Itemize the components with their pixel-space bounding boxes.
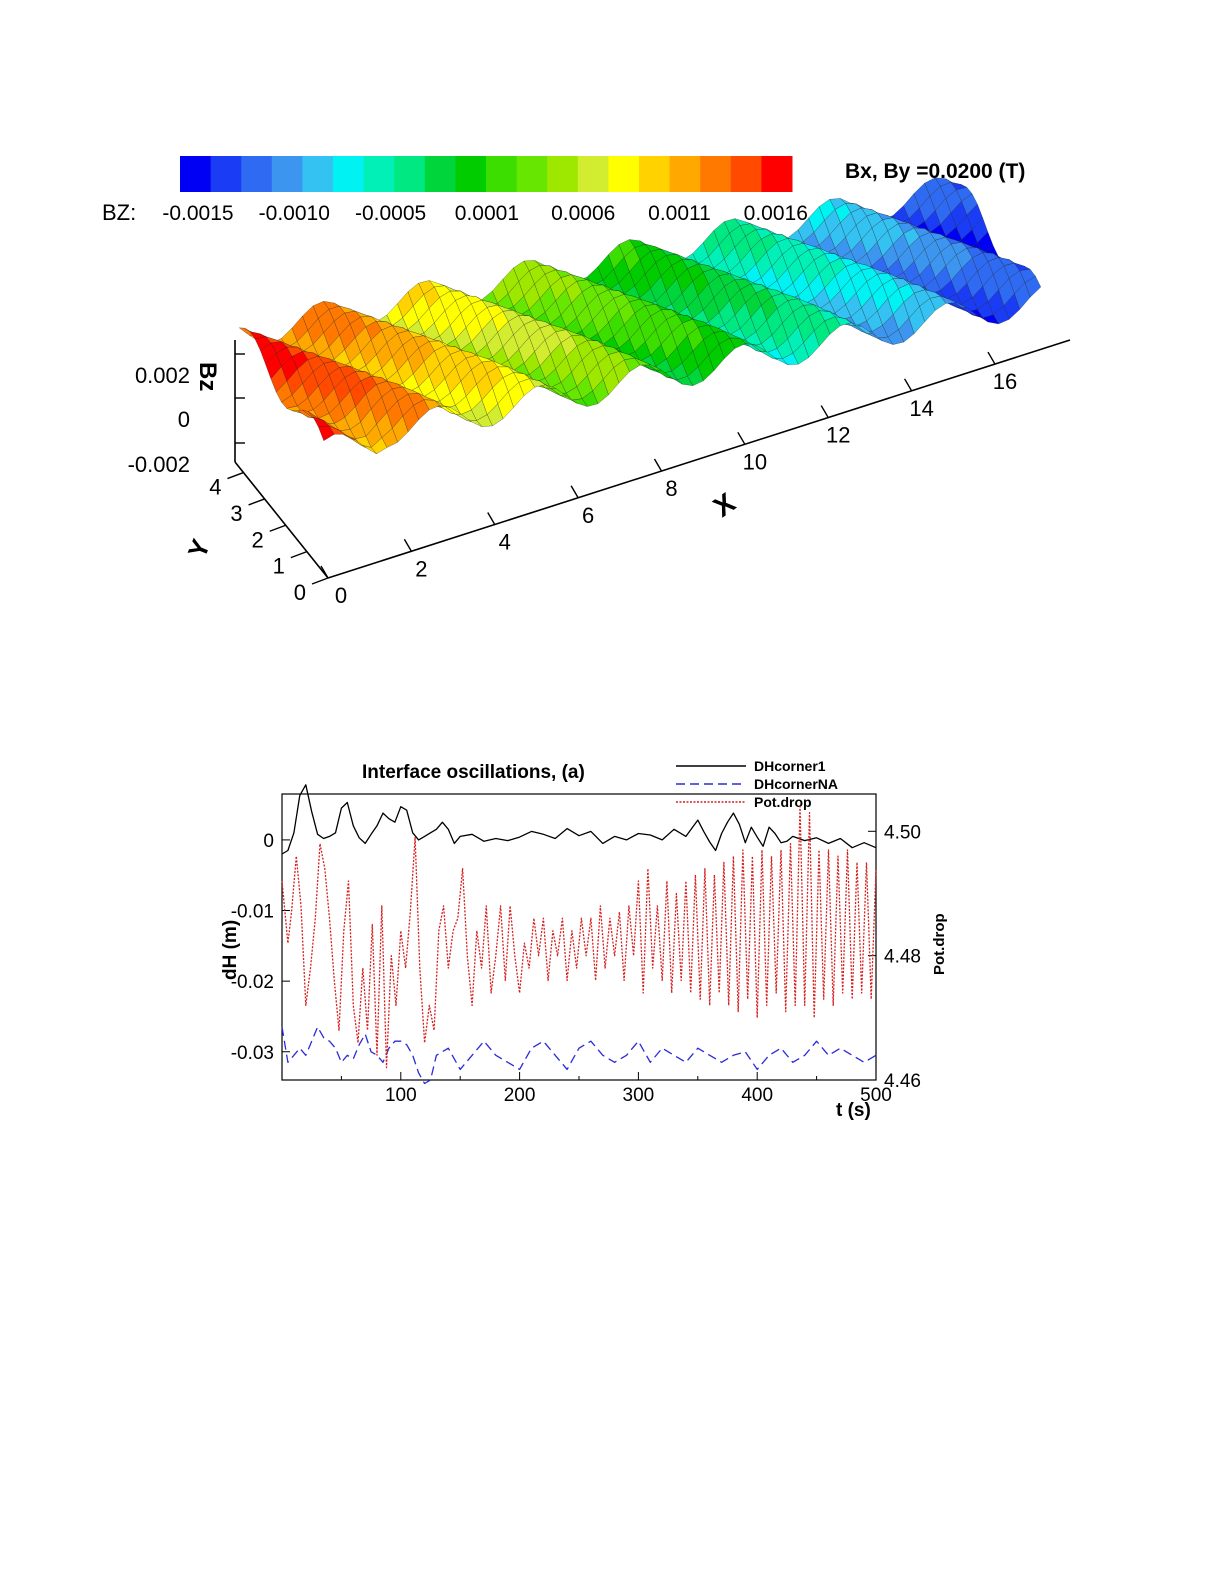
colorbar-swatch bbox=[363, 156, 395, 192]
x-tick-label: 100 bbox=[385, 1085, 417, 1106]
colorbar-swatch bbox=[516, 156, 548, 192]
colorbar-tick-labels: -0.0015 -0.0010 -0.0005 0.0001 0.0006 0.0011 0… bbox=[162, 202, 808, 225]
x-tick-mark bbox=[987, 351, 996, 365]
x-tick-mark bbox=[403, 538, 412, 552]
colorbar-swatch bbox=[394, 156, 426, 192]
surface-figure: BZ: -0.0015 -0.0010 -0.0005 0.0001 0.0006 0.0… bbox=[102, 156, 1071, 608]
colorbar-swatch bbox=[669, 156, 701, 192]
x-tick-label: 2 bbox=[415, 556, 427, 581]
colorbar-swatch bbox=[761, 156, 793, 192]
colorbar bbox=[180, 156, 793, 192]
colorbar-tick-label: -0.0015 bbox=[162, 202, 233, 225]
x-tick-label: 8 bbox=[665, 476, 677, 501]
y2-axis-label-potdrop: Pot.drop bbox=[931, 913, 948, 975]
x-tick-label: 14 bbox=[909, 396, 933, 421]
colorbar-swatch bbox=[700, 156, 732, 192]
legend-entry: Pot.drop bbox=[754, 794, 812, 810]
series-line bbox=[281, 784, 877, 855]
x-tick-mark bbox=[820, 405, 829, 418]
y-tick-label: 2 bbox=[251, 527, 263, 552]
y-tick-label: 4 bbox=[209, 475, 221, 500]
x-tick-mark bbox=[903, 378, 913, 392]
y-tick-mark bbox=[311, 577, 329, 585]
surface-title: Bx, By =0.0200 (T) bbox=[845, 160, 1025, 183]
z-axis-label: Bz bbox=[194, 362, 221, 391]
colorbar-swatch bbox=[241, 156, 273, 192]
colorbar-swatch bbox=[730, 156, 762, 192]
colorbar-swatch bbox=[639, 156, 671, 192]
colorbar-swatch bbox=[302, 156, 334, 192]
y-tick-label: -0.02 bbox=[231, 972, 274, 993]
x-axis-line bbox=[327, 339, 1071, 579]
legend: DHcorner1 DHcornerNA Pot.drop bbox=[676, 758, 838, 810]
colorbar-swatch bbox=[424, 156, 456, 192]
x-axis-label: X bbox=[708, 487, 741, 523]
y-axis-line bbox=[234, 461, 329, 579]
colorbar-tick-label: 0.0006 bbox=[551, 202, 615, 225]
x-axis-label-t: t (s) bbox=[836, 1100, 871, 1121]
series-line bbox=[281, 805, 877, 1069]
x-tick-label: 200 bbox=[504, 1085, 536, 1106]
series-line bbox=[281, 1026, 877, 1085]
x-tick-mark bbox=[320, 565, 329, 579]
z-tick-label: 0.002 bbox=[135, 363, 190, 388]
x-tick-label: 500 bbox=[860, 1085, 892, 1106]
colorbar-swatch bbox=[577, 156, 609, 192]
y-tick-label: 1 bbox=[273, 554, 285, 579]
x-tick-label: 10 bbox=[743, 449, 767, 474]
y2-tick-label: 4.48 bbox=[884, 947, 921, 968]
y-tick-mark bbox=[269, 524, 286, 532]
colorbar-tick-label: 0.0011 bbox=[648, 202, 711, 225]
y-tick-mark bbox=[248, 498, 265, 506]
x-tick-mark bbox=[653, 458, 663, 472]
colorbar-swatch bbox=[271, 156, 303, 192]
legend-entry: DHcorner1 bbox=[754, 758, 826, 774]
surface-facet bbox=[318, 425, 335, 441]
plot-frame bbox=[281, 793, 877, 1081]
x-tick-mark bbox=[487, 512, 496, 525]
colorbar-label: BZ: bbox=[102, 200, 136, 225]
y-tick-label: -0.01 bbox=[231, 902, 274, 923]
y2-tick-label: 4.46 bbox=[884, 1071, 921, 1092]
y-axis-label-dh: dH (m) bbox=[220, 920, 241, 980]
x-tick-label: 4 bbox=[499, 530, 511, 555]
colorbar-tick-label: -0.0010 bbox=[259, 202, 330, 225]
y-tick-mark bbox=[290, 550, 308, 559]
z-tick-label: -0.002 bbox=[128, 452, 190, 477]
x-tick-label: 6 bbox=[582, 503, 594, 528]
colorbar-swatch bbox=[333, 156, 365, 192]
colorbar-swatch bbox=[180, 156, 212, 192]
line-chart-series bbox=[281, 784, 877, 1085]
z-tick-label: 0 bbox=[178, 407, 190, 432]
colorbar-swatch bbox=[455, 156, 487, 192]
x-tick-mark bbox=[737, 431, 746, 445]
y-tick-label: -0.03 bbox=[231, 1043, 274, 1064]
x-tick-mark bbox=[570, 485, 579, 499]
y-tick-label: 0 bbox=[294, 580, 306, 605]
x-tick-label: 16 bbox=[993, 369, 1017, 394]
line-chart-title: Interface oscillations, (a) bbox=[362, 762, 585, 783]
y-tick-label: 0 bbox=[263, 831, 274, 852]
line-chart-ticks: 100 200 300 400 500 0 -0.01 -0.02 -0.03 4.50 4.48 4… bbox=[231, 822, 921, 1106]
x-tick-label: 0 bbox=[335, 583, 347, 608]
x-tick-label: 12 bbox=[826, 423, 850, 448]
surface-mesh bbox=[238, 177, 1042, 455]
colorbar-swatch bbox=[210, 156, 242, 192]
colorbar-tick-label: 0.0001 bbox=[455, 202, 519, 225]
colorbar-swatch bbox=[486, 156, 518, 192]
x-tick-label: 400 bbox=[741, 1085, 773, 1106]
y-tick-label: 3 bbox=[230, 501, 242, 526]
y-tick-mark bbox=[227, 471, 244, 480]
y-axis-label: Y bbox=[182, 535, 216, 562]
y2-tick-label: 4.50 bbox=[884, 822, 921, 843]
colorbar-swatch bbox=[547, 156, 579, 192]
colorbar-swatch bbox=[608, 156, 640, 192]
x-tick-label: 300 bbox=[623, 1085, 655, 1106]
colorbar-tick-label: -0.0005 bbox=[355, 202, 426, 225]
colorbar-tick-label: 0.0016 bbox=[744, 202, 808, 225]
legend-entry: DHcornerNA bbox=[754, 776, 838, 792]
